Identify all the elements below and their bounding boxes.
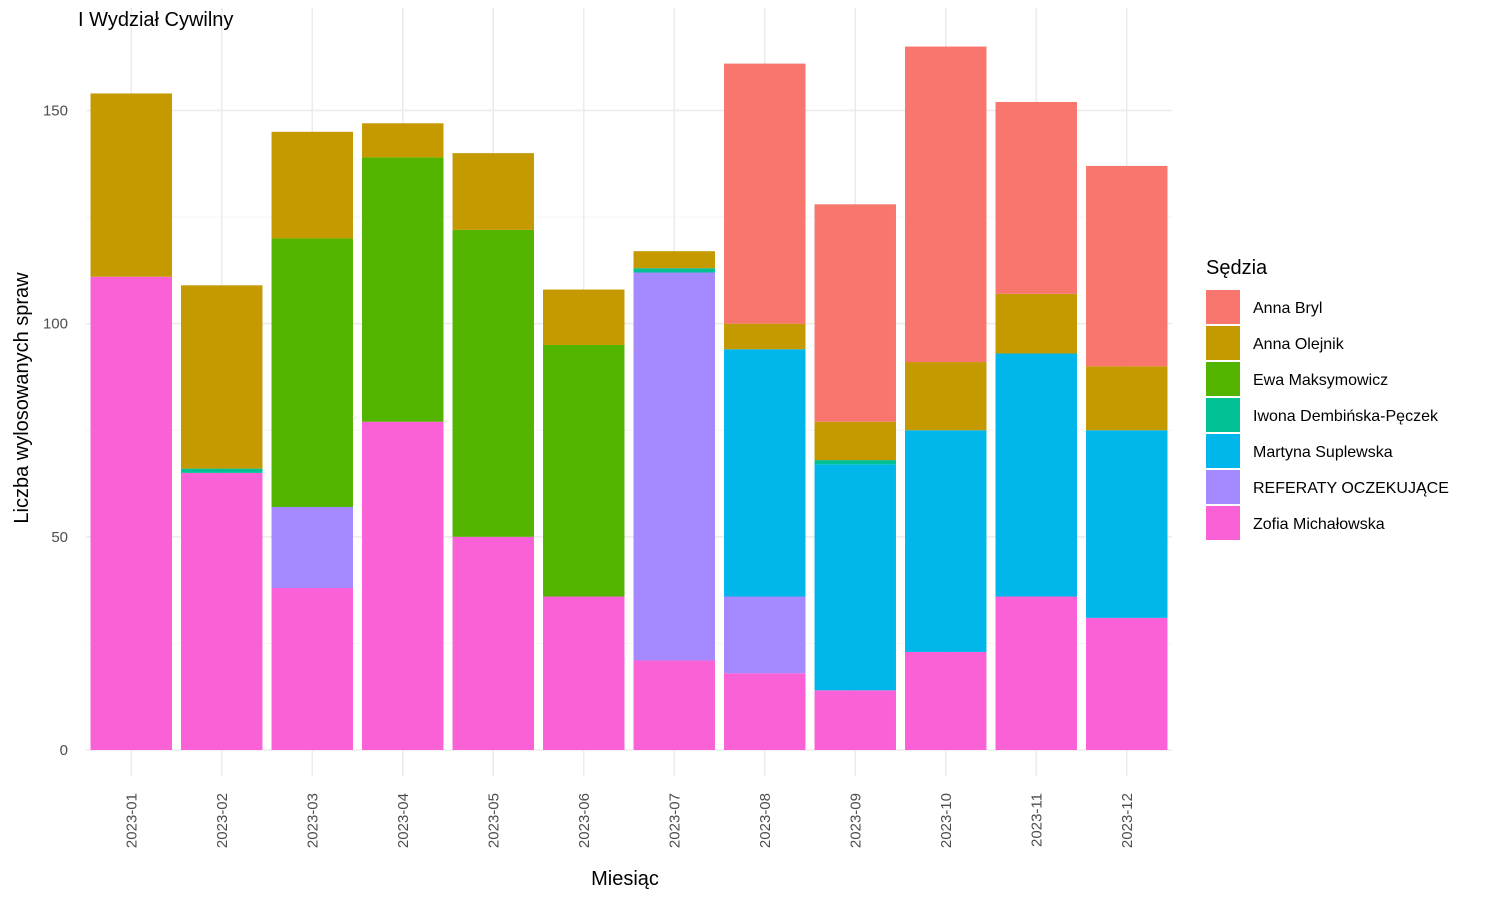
bar-segment (362, 123, 444, 158)
y-tick-label: 0 (60, 742, 68, 759)
x-tick-label: 2023-06 (576, 793, 593, 848)
legend-key (1206, 290, 1240, 324)
bar-segment (995, 353, 1077, 597)
bar-segment (181, 468, 263, 473)
bar-segment (724, 349, 806, 597)
x-tick-label: 2023-09 (847, 793, 864, 848)
bar-segment (90, 93, 172, 277)
legend: Sędzia Anna Bryl Anna Olejnik Ewa Maksymow… (1206, 257, 1449, 540)
x-tick-label: 2023-07 (666, 793, 683, 848)
bar-segment (814, 421, 896, 461)
bar-segment (543, 289, 625, 345)
legend-label: Zofia Michałowska (1253, 516, 1385, 533)
bar-segment (90, 276, 172, 750)
bar-segment (633, 268, 715, 273)
legend-key (1206, 398, 1240, 432)
legend-label: Iwona Dembińska-Pęczek (1253, 408, 1439, 425)
bar-segment (271, 131, 353, 239)
bar-segment (543, 344, 625, 597)
x-tick-label: 2023-02 (214, 793, 231, 848)
legend-key (1206, 506, 1240, 540)
axis-layer: 0 50 100 150 2023-01 2023-02 2023-03 2023-04 202… (43, 103, 1136, 849)
y-axis-title: Liczba wylosowanych spraw (11, 272, 33, 524)
bar-segment (905, 430, 987, 652)
bar-segment (1086, 165, 1168, 367)
x-tick-label: 2023-11 (1028, 793, 1045, 847)
bar-segment (724, 673, 806, 750)
bar-segment (814, 690, 896, 750)
bar-segment (995, 596, 1077, 750)
legend-label: Anna Olejnik (1253, 336, 1345, 353)
legend-key (1206, 434, 1240, 468)
x-tick-label: 2023-12 (1119, 793, 1136, 848)
x-tick-label: 2023-08 (757, 793, 774, 848)
bar-segment (633, 660, 715, 750)
legend-key (1206, 326, 1240, 360)
x-axis-title: Miesiąc (591, 868, 659, 890)
x-tick-label: 2023-10 (938, 793, 955, 848)
bar-segment (905, 651, 987, 750)
legend-label: REFERATY OCZEKUJĄCE (1253, 480, 1449, 497)
bar-segment (633, 251, 715, 269)
bar-segment (995, 293, 1077, 354)
bar-segment (362, 157, 444, 422)
x-tick-label: 2023-03 (304, 793, 321, 848)
x-tick-label: 2023-04 (395, 793, 412, 848)
bar-segment (814, 204, 896, 422)
bar-segment (452, 229, 534, 537)
bar-segment (1086, 430, 1168, 618)
chart-title: I Wydział Cywilny (78, 9, 233, 31)
legend-label: Martyna Suplewska (1253, 444, 1393, 461)
bar-segment (905, 362, 987, 431)
legend-title: Sędzia (1206, 257, 1268, 279)
bar-segment (1086, 366, 1168, 431)
bar-segment (724, 323, 806, 350)
bars-layer (90, 46, 1168, 750)
bar-segment (995, 101, 1077, 294)
bar-segment (452, 536, 534, 750)
y-tick-label: 50 (51, 529, 68, 546)
bar-segment (633, 272, 715, 661)
legend-key (1206, 362, 1240, 396)
bar-segment (543, 596, 625, 750)
bar-segment (1086, 617, 1168, 750)
x-tick-label: 2023-05 (485, 793, 502, 848)
legend-label: Ewa Maksymowicz (1253, 372, 1388, 389)
bar-segment (271, 238, 353, 507)
bar-segment (181, 285, 263, 469)
bar-segment (452, 153, 534, 230)
y-tick-label: 100 (43, 316, 68, 333)
bar-segment (814, 464, 896, 691)
bar-segment (905, 46, 987, 363)
bar-segment (181, 472, 263, 750)
legend-label: Anna Bryl (1253, 300, 1322, 317)
x-tick-label: 2023-01 (123, 793, 140, 848)
bar-segment (724, 596, 806, 674)
bar-segment (814, 460, 896, 465)
bar-segment (362, 421, 444, 750)
bar-segment (271, 506, 353, 588)
bar-segment (271, 587, 353, 750)
bar-segment (724, 63, 806, 324)
y-tick-label: 150 (43, 103, 68, 120)
legend-key (1206, 470, 1240, 504)
